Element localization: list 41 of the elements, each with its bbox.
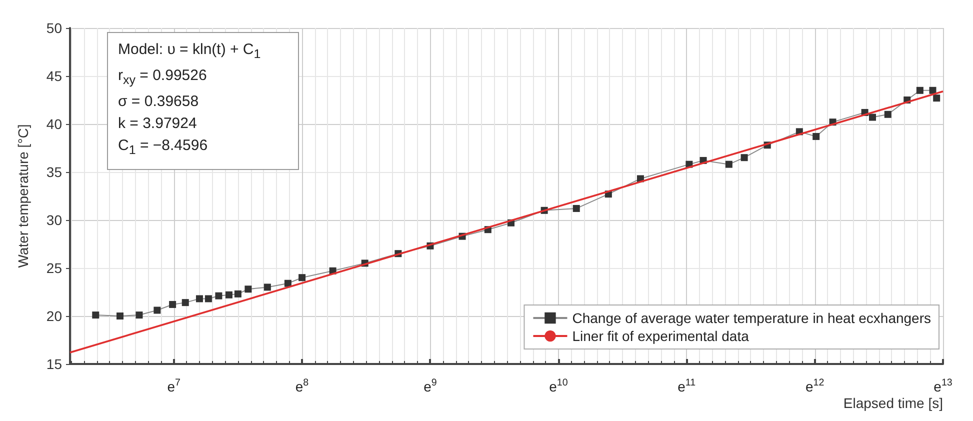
legend-label: Liner fit of experimental data xyxy=(572,328,750,344)
y-tick-label: 40 xyxy=(46,116,62,132)
y-tick-label: 20 xyxy=(46,308,62,324)
y-tick-label: 50 xyxy=(46,20,62,36)
y-tick-label: 30 xyxy=(46,212,62,228)
point xyxy=(284,280,292,287)
point xyxy=(182,299,189,306)
point xyxy=(204,295,212,302)
point xyxy=(196,295,203,302)
point xyxy=(740,154,748,162)
point xyxy=(298,274,306,282)
point xyxy=(884,110,892,118)
point xyxy=(812,132,820,140)
annotation: Model: υ = kln(t) + C$_{1}$ xyxy=(118,40,262,63)
y-axis-title: Water temperature [°C] xyxy=(15,124,31,268)
point xyxy=(264,284,271,291)
point xyxy=(225,291,232,298)
legend-label: Change of average water temperature in heat ecxhangers xyxy=(572,310,932,326)
annotation: σ = 0.39658 xyxy=(118,92,200,112)
point xyxy=(169,300,176,308)
y-tick-label: 25 xyxy=(46,260,62,276)
point xyxy=(933,94,940,102)
point xyxy=(572,204,580,212)
y-tick-label: 45 xyxy=(46,68,62,84)
point xyxy=(725,160,732,168)
point xyxy=(244,286,252,293)
point xyxy=(136,312,143,319)
point xyxy=(116,312,124,320)
annotation: C$_{1}$ = −8.4596 xyxy=(118,136,209,159)
point xyxy=(929,86,936,94)
annotation: r$_{xy}$ = 0.99526 xyxy=(118,66,208,89)
x-axis-title: Elapsed time [s] xyxy=(843,395,943,411)
annotation: k = 3.97924 xyxy=(118,114,198,134)
point xyxy=(916,86,924,94)
point xyxy=(215,292,222,300)
point xyxy=(868,114,876,121)
point xyxy=(92,312,100,319)
point xyxy=(154,306,161,314)
y-tick-label: 35 xyxy=(46,164,62,180)
point xyxy=(234,290,242,298)
y-tick-label: 15 xyxy=(46,356,62,372)
